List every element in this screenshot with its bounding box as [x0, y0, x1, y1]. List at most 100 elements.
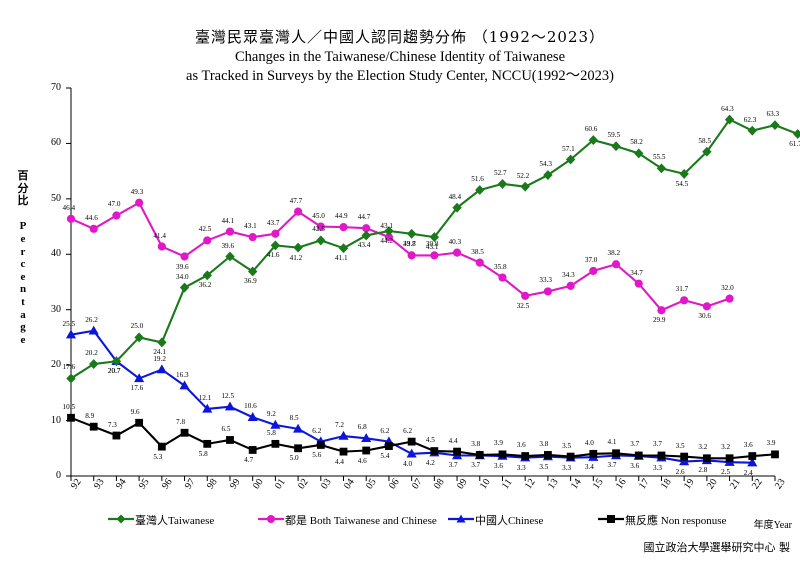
- data-label-nonresponse: 9.6: [130, 407, 140, 416]
- y-axis-tick-label: 30: [51, 303, 61, 315]
- legend-marker-circle-icon: [258, 513, 284, 528]
- data-label-both: 39.8: [425, 240, 439, 249]
- data-label-both: 49.3: [130, 187, 144, 196]
- legend-item-nonresponse[interactable]: 無反應 Non responuse: [598, 512, 726, 530]
- data-label-nonresponse: 3.5: [562, 441, 572, 450]
- chart-title-english-line1: Changes in the Taiwanese/Chinese Identit…: [234, 49, 566, 65]
- data-point-nonresponse: [634, 451, 643, 460]
- data-point-taiwanese: [89, 359, 99, 369]
- data-point-nonresponse: [702, 454, 711, 463]
- data-point-both: [339, 223, 348, 232]
- data-label-both: 38.5: [471, 247, 484, 256]
- data-label-nonresponse: 5.8: [266, 428, 276, 437]
- data-point-nonresponse: [226, 436, 234, 444]
- data-label-chinese: 12.1: [198, 393, 212, 402]
- data-point-nonresponse: [407, 437, 416, 446]
- legend-item-both[interactable]: 都是 Both Taiwanese and Chinese: [258, 512, 437, 530]
- data-label-chinese: 3.7: [607, 461, 617, 470]
- data-label-chinese: 2.6: [675, 467, 685, 476]
- data-label-chinese: 3.3: [562, 463, 572, 472]
- data-label-chinese: 6.2: [312, 426, 322, 435]
- legend-marker-triangle-icon: [448, 513, 474, 528]
- data-point-both: [725, 294, 734, 303]
- data-label-chinese: 6.8: [357, 423, 367, 432]
- legend-label-chinese: 臺灣人: [135, 514, 168, 527]
- data-point-both: [498, 273, 507, 282]
- data-point-both: [521, 291, 530, 300]
- data-point-chinese: [270, 419, 281, 429]
- data-point-nonresponse: [566, 452, 575, 461]
- data-label-both: 47.0: [107, 200, 121, 209]
- data-label-chinese: 3.7: [448, 461, 458, 470]
- data-label-nonresponse: 3.5: [675, 441, 685, 450]
- data-point-chinese: [156, 364, 167, 374]
- data-point-nonresponse: [544, 451, 552, 459]
- data-label-chinese: 19.2: [153, 354, 166, 363]
- data-point-chinese: [224, 401, 236, 411]
- data-label-taiwanese: 36.2: [198, 281, 212, 290]
- data-point-nonresponse: [135, 418, 144, 427]
- data-label-taiwanese: 20.2: [85, 349, 98, 358]
- data-point-chinese: [406, 448, 417, 458]
- data-label-nonresponse: 7.8: [176, 417, 186, 426]
- y-axis-tick-label: 20: [51, 359, 61, 371]
- data-label-taiwanese: 41.6: [266, 251, 280, 260]
- data-point-taiwanese: [66, 373, 76, 384]
- data-label-taiwanese: 58.2: [630, 138, 643, 147]
- data-label-nonresponse: 8.9: [85, 411, 95, 420]
- data-point-taiwanese: [157, 337, 167, 348]
- data-label-taiwanese: 24.1: [153, 348, 166, 357]
- data-point-chinese: [65, 329, 77, 339]
- y-axis-tick-label: 0: [56, 470, 61, 481]
- data-label-taiwanese: 34.0: [176, 272, 189, 281]
- y-axis-tick-label: 40: [51, 248, 61, 260]
- data-label-chinese: 3.4: [584, 463, 594, 472]
- data-label-nonresponse: 5.0: [289, 454, 299, 463]
- data-point-both: [112, 211, 121, 220]
- legend-item-chinese[interactable]: 中國人Chinese: [448, 512, 543, 530]
- data-point-taiwanese: [384, 226, 394, 236]
- data-point-both: [407, 251, 416, 260]
- data-label-both: 43.1: [244, 222, 257, 231]
- data-point-nonresponse: [271, 439, 280, 448]
- data-label-taiwanese: 62.3: [743, 115, 757, 124]
- data-label-taiwanese: 64.3: [721, 104, 734, 113]
- data-label-nonresponse: 6.5: [221, 424, 231, 433]
- data-label-taiwanese: 59.5: [607, 131, 621, 140]
- legend-item-taiwanese[interactable]: 臺灣人Taiwanese: [108, 512, 214, 530]
- data-label-nonresponse: 4.0: [584, 438, 594, 447]
- data-label-chinese: 3.5: [539, 462, 549, 471]
- data-point-taiwanese: [611, 141, 621, 152]
- data-label-nonresponse: 3.7: [630, 440, 640, 449]
- data-label-taiwanese: 36.9: [244, 277, 257, 286]
- data-point-nonresponse: [680, 452, 689, 461]
- data-label-nonresponse: 5.3: [153, 452, 163, 461]
- data-point-chinese: [88, 325, 99, 335]
- y-axis-title-en-r: r: [20, 245, 26, 258]
- data-label-both: 30.6: [698, 312, 711, 321]
- data-point-taiwanese: [202, 270, 212, 281]
- data-point-nonresponse: [157, 442, 166, 451]
- data-label-chinese: 3.3: [652, 463, 662, 472]
- data-label-both: 44.9: [335, 212, 348, 221]
- data-point-nonresponse: [589, 449, 598, 458]
- data-point-chinese: [247, 412, 258, 421]
- data-label-both: 29.9: [652, 316, 666, 325]
- data-point-nonresponse: [248, 446, 257, 454]
- source-footer: 國立政治大學選舉研究中心 製: [643, 541, 791, 554]
- data-point-taiwanese: [724, 114, 735, 125]
- data-point-nonresponse: [203, 439, 212, 448]
- y-axis-title-en-t: t: [21, 295, 25, 308]
- data-label-both: 46.4: [62, 203, 76, 212]
- data-point-nonresponse: [771, 450, 779, 459]
- data-point-taiwanese: [429, 232, 440, 243]
- data-label-nonresponse: 4.4: [448, 436, 458, 445]
- data-label-both: 47.7: [289, 196, 303, 205]
- data-point-both: [271, 229, 280, 238]
- data-label-both: 37.0: [584, 255, 598, 264]
- data-point-both: [89, 224, 98, 233]
- data-point-nonresponse: [180, 428, 189, 437]
- data-label-both: 39.6: [176, 262, 189, 271]
- data-point-nonresponse: [612, 449, 620, 458]
- data-label-both: 32.5: [516, 301, 530, 310]
